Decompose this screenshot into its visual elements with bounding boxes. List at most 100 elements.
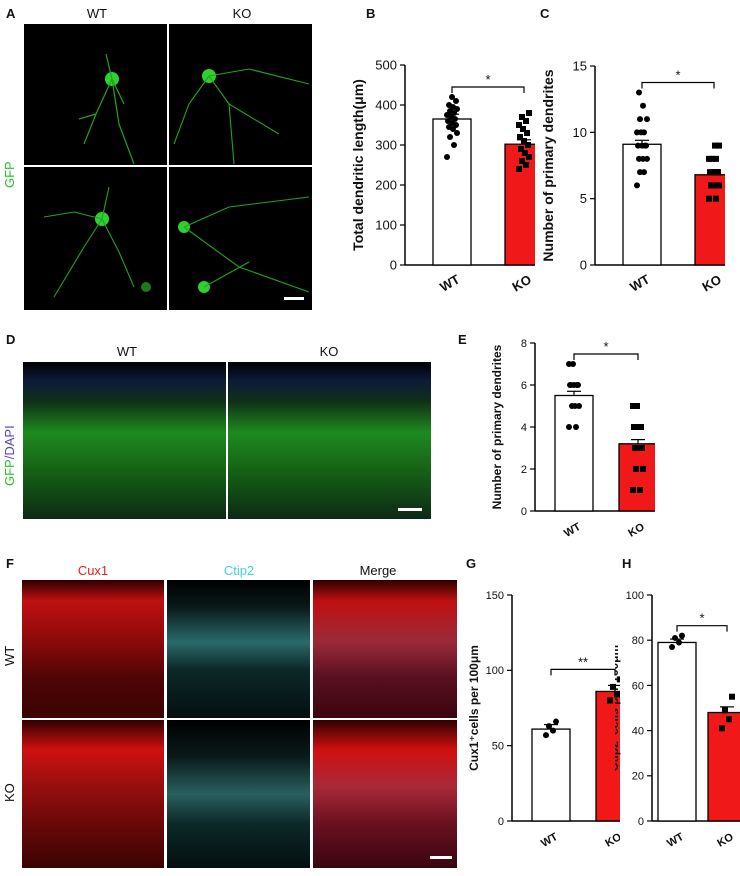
data-point xyxy=(633,466,639,472)
data-point xyxy=(708,182,714,189)
data-point xyxy=(716,142,722,149)
panel-f-ctip2-label: Ctip2 xyxy=(223,563,255,578)
y-tick-label: 4 xyxy=(521,422,527,434)
data-point xyxy=(447,134,453,140)
data-point xyxy=(644,116,650,123)
data-point xyxy=(729,693,735,700)
data-point xyxy=(631,424,637,430)
panel-f-ko-row-label: KO xyxy=(2,783,17,802)
significance-label: * xyxy=(675,68,680,83)
y-tick-label: 50 xyxy=(492,741,504,753)
y-tick-label: 0 xyxy=(521,506,527,518)
panel-label-b: B xyxy=(366,6,376,21)
gfp-label: GFP xyxy=(2,161,17,188)
data-point xyxy=(636,89,642,96)
panel-a-image-wt-1 xyxy=(24,24,167,165)
x-tick-label: WT xyxy=(627,272,652,295)
data-point xyxy=(516,166,522,172)
y-tick-label: 0 xyxy=(638,816,644,828)
scale-bar xyxy=(398,508,422,511)
panel-f-image-ko-merge xyxy=(313,720,457,868)
data-point xyxy=(550,727,556,734)
panel-label-a: A xyxy=(6,6,16,21)
data-point xyxy=(722,707,728,714)
data-point xyxy=(574,382,580,388)
data-point xyxy=(553,718,559,725)
data-point xyxy=(572,403,578,409)
bar-ko xyxy=(694,174,725,266)
x-tick-label: WT xyxy=(437,272,462,295)
data-point xyxy=(523,162,529,168)
panel-f-image-wt-ctip2 xyxy=(167,580,310,718)
y-tick-label: 400 xyxy=(375,98,397,113)
y-tick-label: 40 xyxy=(632,725,644,737)
data-point xyxy=(636,155,642,162)
data-point xyxy=(518,146,524,152)
data-point xyxy=(566,424,572,430)
panel-f-image-wt-cux1 xyxy=(22,580,164,718)
data-point xyxy=(546,723,552,730)
data-point xyxy=(543,732,549,739)
data-point xyxy=(525,142,531,148)
y-axis-label: Cux1⁺cells per 100μm xyxy=(467,645,481,771)
significance-label: * xyxy=(485,72,490,87)
panel-label-g: G xyxy=(466,556,477,571)
data-point xyxy=(516,122,522,128)
panel-label-f: F xyxy=(6,556,14,571)
panel-f-merge-label: Merge xyxy=(359,563,397,578)
data-point xyxy=(632,445,638,451)
scale-bar xyxy=(430,856,452,859)
data-point xyxy=(524,130,530,136)
y-tick-label: 15 xyxy=(573,59,587,74)
panel-d-row-label: GFP/DAPI xyxy=(0,400,20,490)
data-point xyxy=(567,382,573,388)
data-point xyxy=(566,361,572,367)
y-axis-label: Ctip2⁺cells per 100μm xyxy=(615,645,621,771)
data-point xyxy=(453,98,459,104)
panel-a-image-ko-2 xyxy=(169,167,312,310)
panel-label-e: E xyxy=(458,332,467,347)
significance-label: ** xyxy=(578,654,588,669)
data-point xyxy=(614,691,620,698)
data-point xyxy=(639,445,645,451)
chart-h: 0 20 40 60 80 100 Ctip2⁺cells per 100μm WT KO * xyxy=(615,590,740,850)
gfp-label: GFP xyxy=(2,459,17,486)
data-point xyxy=(640,466,646,472)
significance-bracket xyxy=(676,625,728,632)
data-point xyxy=(630,403,636,409)
x-tick-label: KO xyxy=(700,272,724,295)
y-tick-label: 0 xyxy=(498,816,504,828)
y-tick-label: 100 xyxy=(626,590,644,602)
panel-d-image-ko xyxy=(228,362,431,519)
data-point xyxy=(446,102,452,108)
data-point xyxy=(519,114,525,120)
data-point xyxy=(634,182,640,189)
bar-ko xyxy=(618,443,655,512)
panel-d-ko-label: KO xyxy=(319,344,339,359)
data-point xyxy=(669,643,675,650)
data-point xyxy=(526,154,532,160)
significance-bracket xyxy=(573,353,639,360)
bar-wt xyxy=(554,394,594,512)
data-point xyxy=(517,134,523,140)
y-tick-label: 5 xyxy=(580,191,587,206)
data-point xyxy=(607,697,613,704)
data-point xyxy=(610,683,616,690)
panel-label-c: C xyxy=(540,6,550,21)
bar-wt xyxy=(657,641,697,822)
y-axis-label: Number of primary dendrites xyxy=(490,344,504,509)
data-point xyxy=(526,110,532,116)
data-point xyxy=(635,142,641,149)
y-tick-label: 2 xyxy=(521,464,527,476)
data-point xyxy=(454,130,460,136)
data-point xyxy=(642,142,648,149)
data-point xyxy=(630,487,636,493)
y-tick-label: 0 xyxy=(580,258,587,273)
data-point xyxy=(637,116,643,123)
data-point xyxy=(716,182,722,189)
bar-wt xyxy=(432,118,472,266)
y-tick-label: 0 xyxy=(390,258,397,273)
data-point xyxy=(634,129,640,136)
y-tick-label: 300 xyxy=(375,138,397,153)
